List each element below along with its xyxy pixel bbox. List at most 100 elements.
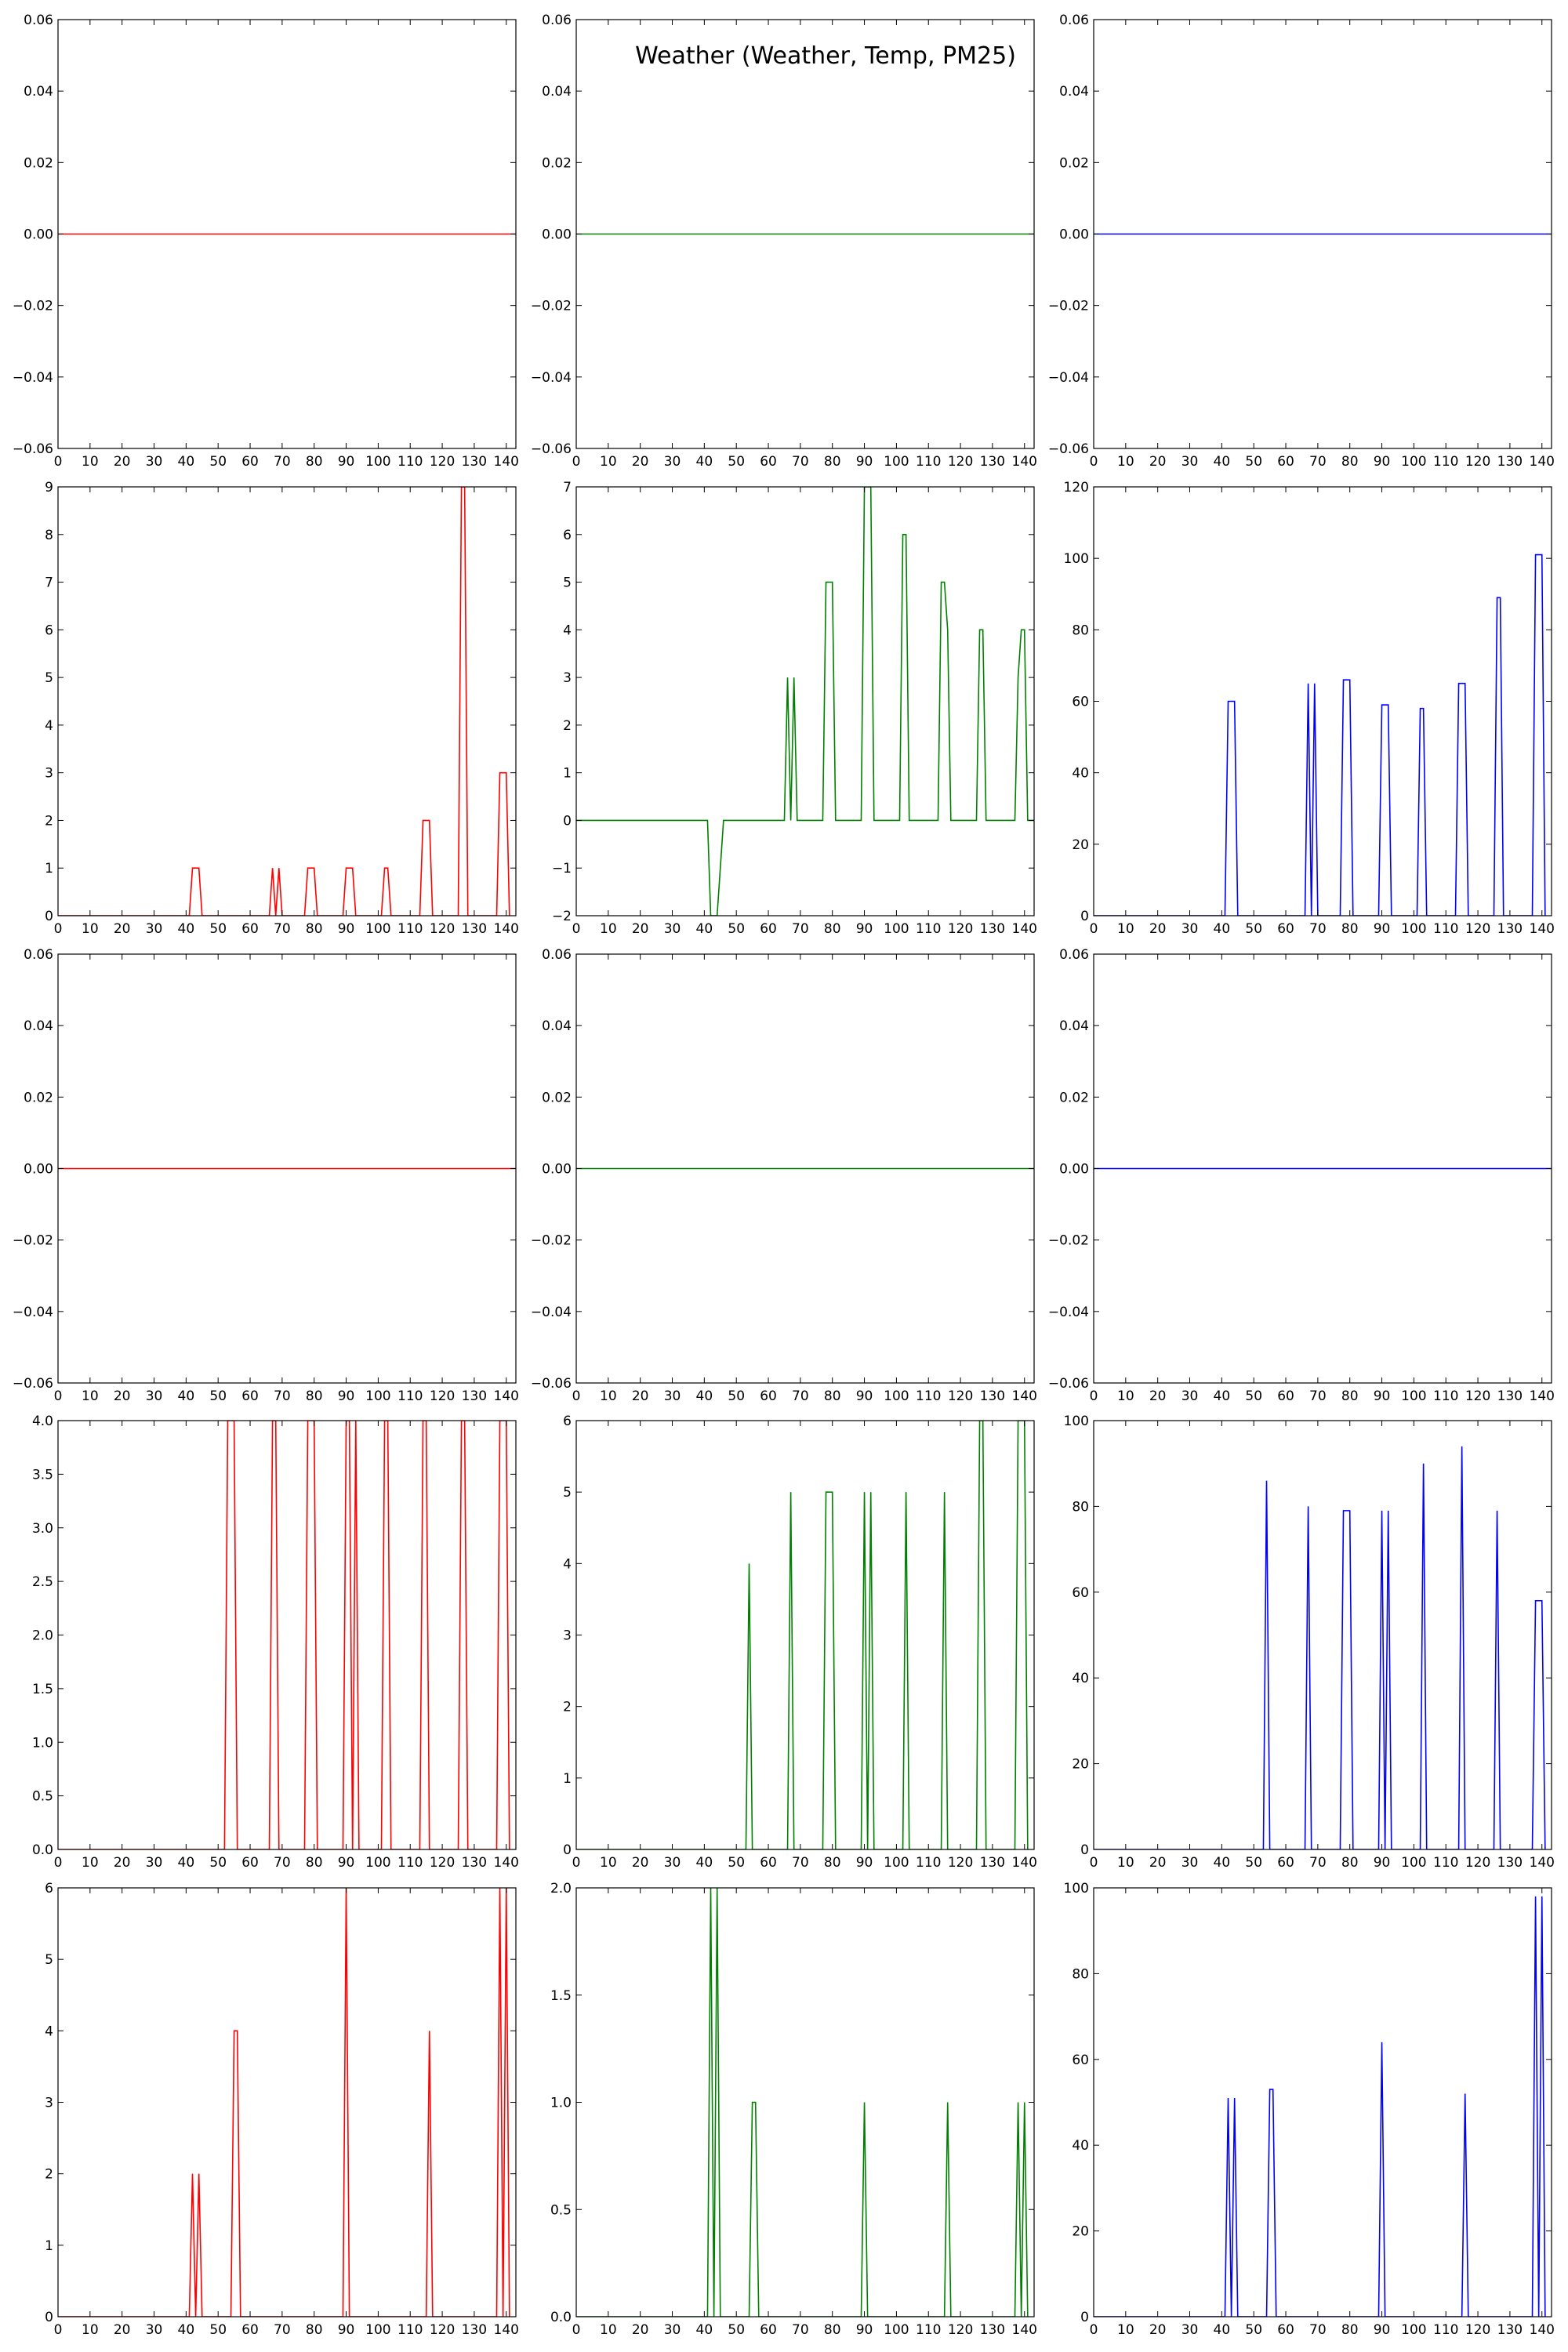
x-tick-label: 20 xyxy=(1149,921,1167,937)
x-tick-label: 90 xyxy=(1374,454,1391,470)
x-tick-label: 60 xyxy=(760,1388,777,1404)
x-tick-label: 70 xyxy=(1309,1388,1327,1404)
x-tick-label: 70 xyxy=(1309,2322,1327,2338)
x-tick-label: 70 xyxy=(792,454,809,470)
axes-frame xyxy=(575,1887,1035,2318)
x-tick-label: 120 xyxy=(430,454,455,470)
y-tick-label: −0.02 xyxy=(13,1233,53,1249)
x-tick-label: 40 xyxy=(1214,1388,1231,1404)
x-tick-label: 110 xyxy=(1433,454,1458,470)
x-tick-label: 20 xyxy=(114,921,131,937)
subplot-3-1: 0 10 20 30 40 50 60 70 80 90 100 110 120 130 140 −0.06 −… xyxy=(13,947,519,1404)
y-tick-label: 0.04 xyxy=(24,84,53,100)
x-tick-label: 130 xyxy=(462,1388,487,1404)
x-tick-label: 10 xyxy=(600,454,617,470)
y-tick-label: 100 xyxy=(1064,1881,1089,1896)
subplot-2-3: 0 10 20 30 40 50 60 70 80 90 100 110 120 130 140 0 20 40 6… xyxy=(1064,480,1555,937)
x-tick-label: 70 xyxy=(1309,454,1327,470)
y-tick-label: −0.06 xyxy=(13,441,53,457)
y-tick-label: 120 xyxy=(1064,480,1089,495)
x-tick-label: 80 xyxy=(824,2322,841,2338)
y-tick-label: 3 xyxy=(45,2096,53,2111)
x-tick-label: 110 xyxy=(916,2322,941,2338)
series-line xyxy=(1094,1896,1546,2317)
y-tick-label: 1.0 xyxy=(550,2096,572,2111)
x-tick-label: 50 xyxy=(209,2322,227,2338)
y-tick-label: 100 xyxy=(1064,1414,1089,1429)
axes-frame xyxy=(57,486,517,916)
x-tick-label: 100 xyxy=(1401,921,1426,937)
y-tick-label: 3.0 xyxy=(32,1521,53,1537)
x-tick-label: 40 xyxy=(696,1855,713,1871)
x-tick-label: 100 xyxy=(365,1855,390,1871)
y-tick-label: 8 xyxy=(45,528,53,543)
y-tick-label: 0.02 xyxy=(1059,155,1089,171)
series-line xyxy=(576,487,1034,916)
x-tick-label: 20 xyxy=(1149,1388,1167,1404)
subplot-3-2: 0 10 20 30 40 50 60 70 80 90 100 110 120 130 140 −0.06 −… xyxy=(531,947,1037,1404)
x-tick-label: 80 xyxy=(824,921,841,937)
x-tick-label: 140 xyxy=(1012,454,1037,470)
x-tick-label: 60 xyxy=(760,454,777,470)
x-tick-label: 130 xyxy=(980,1855,1005,1871)
series-line xyxy=(1094,554,1546,916)
figure-title: Weather (Weather, Temp, PM25) xyxy=(635,42,1016,70)
y-tick-label: 7 xyxy=(563,480,572,495)
x-tick-label: 90 xyxy=(1374,1388,1391,1404)
subplot-3-3: 0 10 20 30 40 50 60 70 80 90 100 110 120 130 140 −0.06 −… xyxy=(1048,947,1555,1404)
x-tick-label: 30 xyxy=(664,1855,681,1871)
x-tick-label: 110 xyxy=(1433,1855,1458,1871)
x-tick-label: 110 xyxy=(916,454,941,470)
x-tick-label: 130 xyxy=(1497,454,1523,470)
x-tick-label: 10 xyxy=(82,1388,99,1404)
y-tick-label: 0.5 xyxy=(32,1789,53,1805)
subplot-4-1: 0 10 20 30 40 50 60 70 80 90 100 110 120 130 140 0.0 0.5… xyxy=(32,1414,519,1871)
x-tick-label: 70 xyxy=(274,454,291,470)
x-tick-label: 70 xyxy=(274,2322,291,2338)
x-tick-label: 0 xyxy=(54,921,63,937)
x-tick-label: 120 xyxy=(1465,2322,1490,2338)
x-tick-label: 120 xyxy=(1465,1388,1490,1404)
x-tick-label: 130 xyxy=(980,2322,1005,2338)
x-tick-label: 30 xyxy=(1181,1388,1199,1404)
y-tick-label: 1 xyxy=(45,861,53,877)
subplot-1-3: 0 10 20 30 40 50 60 70 80 90 100 110 120 130 140 −0.06 −… xyxy=(1048,13,1555,470)
x-tick-label: 130 xyxy=(980,921,1005,937)
x-tick-label: 90 xyxy=(338,2322,355,2338)
subplot-2-1: 0 10 20 30 40 50 60 70 80 90 100 110 120 130 140 0 1 2 3 4 5… xyxy=(45,480,519,937)
y-tick-label: 4 xyxy=(563,622,572,638)
x-tick-label: 100 xyxy=(884,1855,909,1871)
subplot-4-2: 0 10 20 30 40 50 60 70 80 90 100 110 120 130 140 0 1 2 3 4 5… xyxy=(563,1414,1037,1871)
x-tick-label: 90 xyxy=(1374,921,1391,937)
x-tick-label: 10 xyxy=(82,921,99,937)
x-tick-label: 60 xyxy=(760,1855,777,1871)
y-tick-label: 5 xyxy=(45,1952,53,1968)
x-tick-label: 90 xyxy=(856,2322,873,2338)
y-tick-label: −0.04 xyxy=(531,370,572,386)
y-tick-label: 20 xyxy=(1072,837,1089,853)
x-tick-label: 60 xyxy=(760,921,777,937)
x-tick-label: 120 xyxy=(430,1855,455,1871)
x-tick-label: 50 xyxy=(1245,454,1262,470)
x-tick-label: 0 xyxy=(54,454,63,470)
x-tick-label: 40 xyxy=(1214,921,1231,937)
x-tick-label: 10 xyxy=(1117,454,1134,470)
x-tick-label: 70 xyxy=(792,1855,809,1871)
x-tick-label: 60 xyxy=(1277,454,1294,470)
y-tick-label: 0.00 xyxy=(1059,1162,1089,1178)
x-tick-label: 10 xyxy=(82,1855,99,1871)
x-tick-label: 10 xyxy=(1117,1388,1134,1404)
x-tick-label: 110 xyxy=(397,1855,423,1871)
axes-frame xyxy=(57,1887,517,2318)
y-tick-label: 0.00 xyxy=(542,1162,572,1178)
x-tick-label: 100 xyxy=(365,454,390,470)
x-tick-label: 120 xyxy=(948,2322,973,2338)
x-tick-label: 130 xyxy=(1497,2322,1523,2338)
y-tick-label: −0.06 xyxy=(531,441,572,457)
x-tick-label: 100 xyxy=(1401,1855,1426,1871)
y-tick-label: 4 xyxy=(45,2024,53,2039)
x-tick-label: 90 xyxy=(856,1855,873,1871)
subplot-5-2: 0 10 20 30 40 50 60 70 80 90 100 110 120 130 140 0.0 0.5… xyxy=(550,1881,1037,2338)
y-tick-label: 3 xyxy=(45,766,53,782)
y-tick-label: 0.04 xyxy=(542,1018,572,1034)
